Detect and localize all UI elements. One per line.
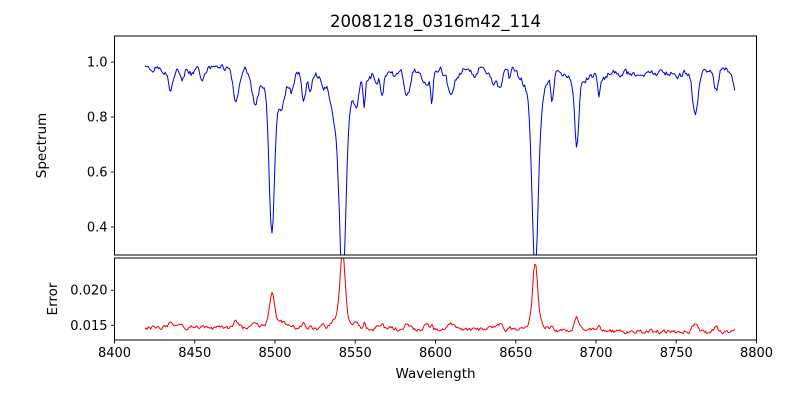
x-tick-label: 8550 [339,346,372,361]
chart-title: 20081218_0316m42_114 [330,12,541,32]
x-tick-label: 8800 [740,346,773,361]
x-tick-label: 8450 [178,346,211,361]
y-tick-label: 0.020 [70,284,107,299]
y-axis-label-spectrum: Spectrum [34,113,50,178]
x-tick-label: 8750 [660,346,693,361]
y-tick-label: 1.0 [87,56,108,71]
y-tick-label: 0.015 [70,319,107,334]
spectrum-axes-box [114,35,757,256]
x-tick-label: 8700 [579,346,612,361]
x-axis-label: Wavelength [395,366,475,382]
y-tick-label: 0.6 [87,166,108,181]
x-tick-label: 8400 [98,346,131,361]
y-tick-label: 0.8 [87,111,108,126]
y-axis-label-error: Error [45,282,61,315]
x-tick-label: 8600 [419,346,452,361]
x-tick-label: 8650 [499,346,532,361]
y-tick-label: 0.4 [87,220,108,235]
plot-layer: 8400 8450 8500 8550 8600 8650 8700 8750 8800 0.4 0… [70,35,773,361]
spectrum-line [144,64,736,255]
x-tick-label: 8500 [258,346,291,361]
error-line [144,258,736,335]
